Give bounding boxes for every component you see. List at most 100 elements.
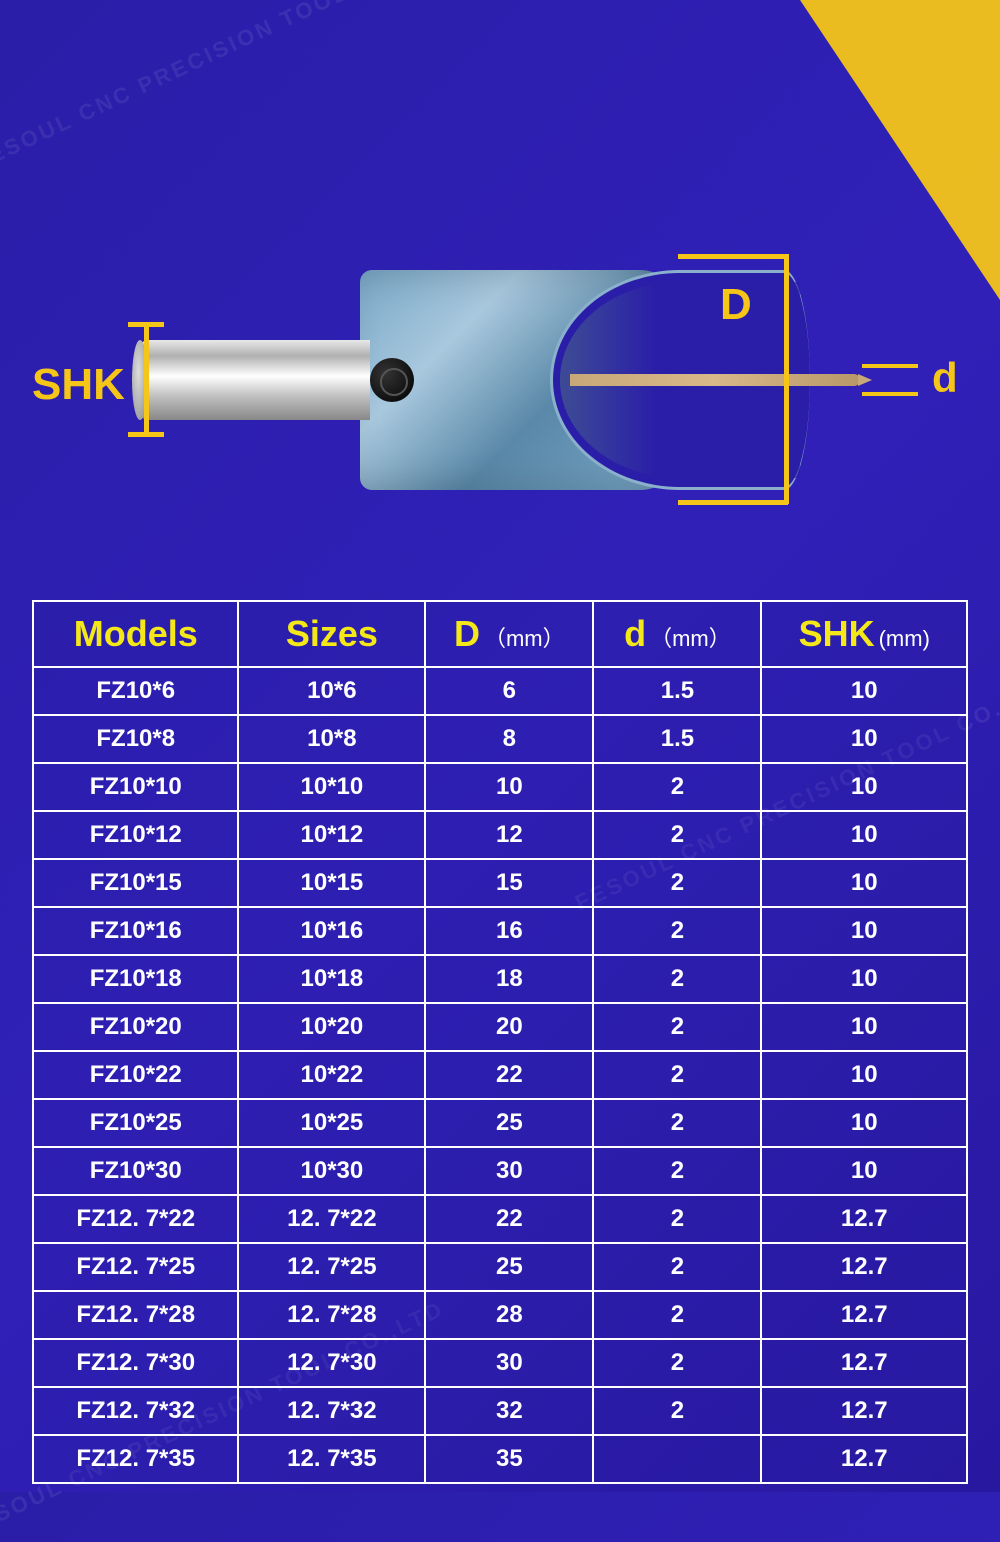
cell-shk: 12.7 — [761, 1339, 967, 1387]
cell-D: 8 — [425, 715, 593, 763]
watermark-text: FESOUL CNC PRECISION TOOL CO.,LTD — [0, 0, 458, 176]
cell-model: FZ12. 7*25 — [33, 1243, 238, 1291]
cell-shk: 10 — [761, 1051, 967, 1099]
cell-size: 10*22 — [238, 1051, 425, 1099]
cell-d: 2 — [593, 1003, 761, 1051]
spec-table-container: Models Sizes D（mm） d（mm） SHK(mm) FZ10*61… — [32, 600, 968, 1484]
cell-shk: 10 — [761, 1099, 967, 1147]
header-label: d — [624, 613, 646, 654]
cell-model: FZ10*10 — [33, 763, 238, 811]
table-row: FZ12. 7*3012. 7*3030212.7 — [33, 1339, 967, 1387]
tool-diagram: SHK D d — [40, 210, 960, 570]
header-label: Sizes — [286, 613, 378, 654]
cell-model: FZ12. 7*28 — [33, 1291, 238, 1339]
cell-d: 2 — [593, 1051, 761, 1099]
cell-D: 6 — [425, 667, 593, 715]
table-row: FZ10*3010*3030210 — [33, 1147, 967, 1195]
center-drill — [570, 374, 860, 386]
cell-d: 1.5 — [593, 667, 761, 715]
cell-d: 2 — [593, 907, 761, 955]
cell-d: 2 — [593, 1099, 761, 1147]
cell-shk: 12.7 — [761, 1243, 967, 1291]
table-body: FZ10*610*661.510FZ10*810*881.510FZ10*101… — [33, 667, 967, 1483]
table-row: FZ10*1610*1616210 — [33, 907, 967, 955]
cell-size: 10*16 — [238, 907, 425, 955]
table-row: FZ10*2210*2222210 — [33, 1051, 967, 1099]
cell-d: 2 — [593, 763, 761, 811]
cell-model: FZ12. 7*30 — [33, 1339, 238, 1387]
cell-D: 20 — [425, 1003, 593, 1051]
cell-D: 25 — [425, 1243, 593, 1291]
col-header-shk: SHK(mm) — [761, 601, 967, 667]
cell-model: FZ10*16 — [33, 907, 238, 955]
table-row: FZ12. 7*3512. 7*353512.7 — [33, 1435, 967, 1483]
cell-d: 2 — [593, 1243, 761, 1291]
cell-shk: 10 — [761, 1147, 967, 1195]
cell-D: 25 — [425, 1099, 593, 1147]
cell-d: 1.5 — [593, 715, 761, 763]
cell-model: FZ10*30 — [33, 1147, 238, 1195]
label-D: D — [720, 280, 752, 330]
cell-model: FZ10*18 — [33, 955, 238, 1003]
table-row: FZ10*1510*1515210 — [33, 859, 967, 907]
cell-size: 10*8 — [238, 715, 425, 763]
cell-D: 10 — [425, 763, 593, 811]
table-header-row: Models Sizes D（mm） d（mm） SHK(mm) — [33, 601, 967, 667]
cell-model: FZ10*20 — [33, 1003, 238, 1051]
cell-D: 16 — [425, 907, 593, 955]
cell-size: 12. 7*30 — [238, 1339, 425, 1387]
set-screw — [370, 358, 414, 402]
table-row: FZ10*810*881.510 — [33, 715, 967, 763]
table-row: FZ12. 7*2812. 7*2828212.7 — [33, 1291, 967, 1339]
header-unit: （mm） — [650, 626, 731, 651]
cell-shk: 10 — [761, 907, 967, 955]
cell-d: 2 — [593, 811, 761, 859]
cell-shk: 10 — [761, 955, 967, 1003]
cell-model: FZ10*8 — [33, 715, 238, 763]
table-row: FZ10*2510*2525210 — [33, 1099, 967, 1147]
header-unit: (mm) — [879, 626, 930, 651]
cell-d: 2 — [593, 1195, 761, 1243]
cell-size: 10*20 — [238, 1003, 425, 1051]
table-row: FZ10*1810*1818210 — [33, 955, 967, 1003]
header-unit: （mm） — [484, 626, 565, 651]
col-header-sizes: Sizes — [238, 601, 425, 667]
dim-D-line — [784, 254, 789, 504]
cell-size: 10*30 — [238, 1147, 425, 1195]
cell-shk: 12.7 — [761, 1387, 967, 1435]
cell-D: 22 — [425, 1051, 593, 1099]
cell-model: FZ10*15 — [33, 859, 238, 907]
cell-D: 12 — [425, 811, 593, 859]
spec-table: Models Sizes D（mm） d（mm） SHK(mm) FZ10*61… — [32, 600, 968, 1484]
table-row: FZ12. 7*3212. 7*3232212.7 — [33, 1387, 967, 1435]
table-row: FZ12. 7*2512. 7*2525212.7 — [33, 1243, 967, 1291]
shank-cylinder — [140, 340, 370, 420]
cell-D: 28 — [425, 1291, 593, 1339]
header-label: SHK — [799, 613, 875, 654]
cell-shk: 10 — [761, 667, 967, 715]
dim-d-cap-bot — [862, 392, 918, 396]
label-d: d — [932, 354, 958, 402]
table-row: FZ10*1210*1212210 — [33, 811, 967, 859]
table-row: FZ10*610*661.510 — [33, 667, 967, 715]
dim-D-cap-top — [678, 254, 788, 259]
cell-model: FZ12. 7*35 — [33, 1435, 238, 1483]
table-row: FZ10*1010*1010210 — [33, 763, 967, 811]
cell-d: 2 — [593, 1339, 761, 1387]
cell-D: 32 — [425, 1387, 593, 1435]
col-header-D: D（mm） — [425, 601, 593, 667]
cell-D: 22 — [425, 1195, 593, 1243]
cell-shk: 10 — [761, 859, 967, 907]
cell-model: FZ10*22 — [33, 1051, 238, 1099]
cell-size: 12. 7*32 — [238, 1387, 425, 1435]
header-label: Models — [74, 613, 198, 654]
col-header-d: d（mm） — [593, 601, 761, 667]
col-header-models: Models — [33, 601, 238, 667]
cell-size: 12. 7*35 — [238, 1435, 425, 1483]
cell-size: 10*25 — [238, 1099, 425, 1147]
cell-D: 35 — [425, 1435, 593, 1483]
cell-size: 10*18 — [238, 955, 425, 1003]
cell-D: 15 — [425, 859, 593, 907]
cell-D: 18 — [425, 955, 593, 1003]
cell-size: 10*6 — [238, 667, 425, 715]
